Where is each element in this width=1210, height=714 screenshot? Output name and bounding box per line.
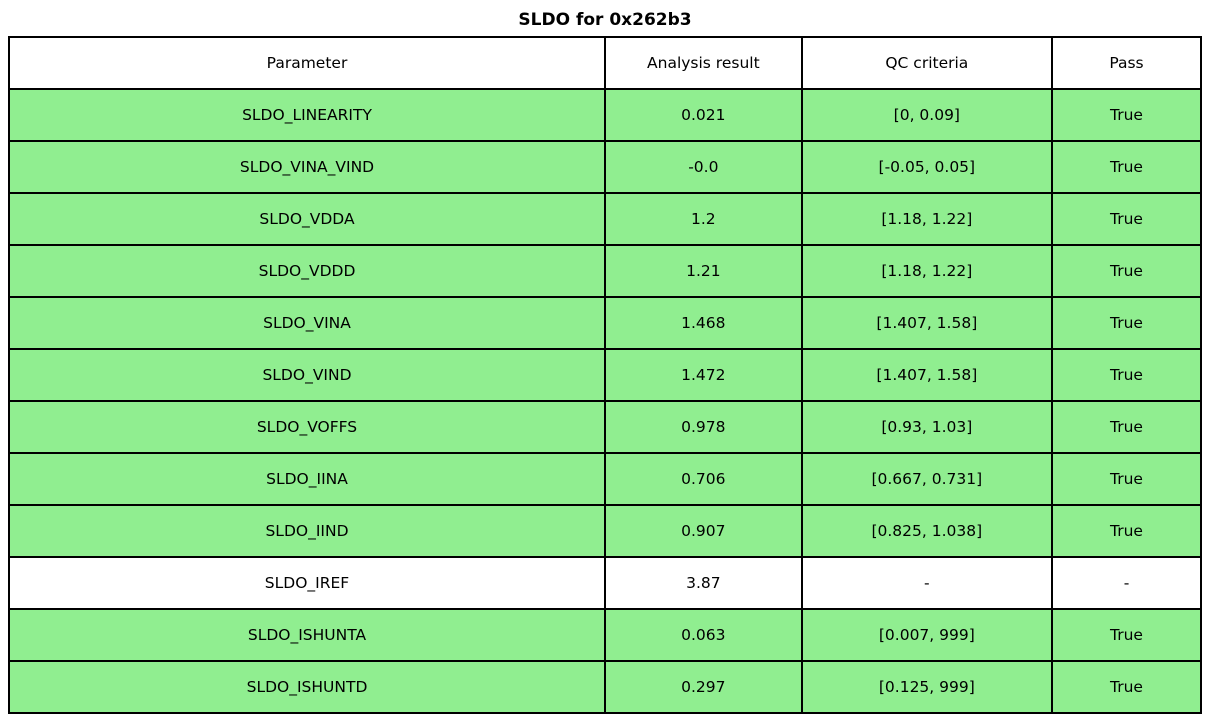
parameter-cell: SLDO_VINA_VIND <box>8 140 606 194</box>
header-row: Parameter Analysis result QC criteria Pa… <box>8 36 1203 90</box>
table-row: SLDO_IINA 0.706 [0.667, 0.731] True <box>8 452 1203 506</box>
table-row: SLDO_VOFFS 0.978 [0.93, 1.03] True <box>8 400 1203 454</box>
result-cell: 1.468 <box>604 296 803 350</box>
pass-cell: True <box>1050 244 1203 298</box>
parameter-cell: SLDO_ISHUNTA <box>8 608 606 662</box>
criteria-cell: [0.667, 0.731] <box>800 452 1053 506</box>
parameter-cell: SLDO_ISHUNTD <box>8 660 606 714</box>
table-row: SLDO_IREF 3.87- - <box>8 556 1203 610</box>
pass-cell: True <box>1050 192 1203 246</box>
pass-cell: True <box>1050 296 1203 350</box>
table-row: SLDO_ISHUNTA 0.063 [0.007, 999] True <box>8 608 1203 662</box>
table-row: SLDO_VIND 1.472 [1.407, 1.58] True <box>8 348 1203 402</box>
result-cell: 1.21 <box>604 244 803 298</box>
result-cell: 0.706 <box>604 452 803 506</box>
result-cell: 1.472 <box>604 348 803 402</box>
parameter-cell: SLDO_VOFFS <box>8 400 606 454</box>
parameter-cell: SLDO_LINEARITY <box>8 88 606 142</box>
criteria-cell: [0.825, 1.038] <box>800 504 1053 558</box>
figure-title: SLDO for 0x262b3 <box>518 10 692 30</box>
parameter-cell: SLDO_IIND <box>8 504 606 558</box>
criteria-cell: [0.007, 999] <box>800 608 1053 662</box>
result-cell: 0.907 <box>604 504 803 558</box>
result-cell: 0.978 <box>604 400 803 454</box>
table-row: SLDO_VINA 1.468 [1.407, 1.58] True <box>8 296 1203 350</box>
pass-cell: True <box>1050 140 1203 194</box>
table-body: SLDO_LINEARITY 0.021 [0, 0.09] True SLDO_VIN… <box>8 88 1203 714</box>
pass-cell: True <box>1050 88 1203 142</box>
criteria-cell: - <box>800 556 1053 610</box>
pass-cell: True <box>1050 660 1203 714</box>
pass-cell: True <box>1050 608 1203 662</box>
col-header-parameter: Parameter <box>8 36 606 90</box>
parameter-cell: SLDO_VDDA <box>8 192 606 246</box>
criteria-cell: [0.93, 1.03] <box>800 400 1053 454</box>
criteria-cell: [0, 0.09] <box>800 88 1053 142</box>
pass-cell: True <box>1050 452 1203 506</box>
parameter-cell: SLDO_VIND <box>8 348 606 402</box>
table-row: SLDO_VDDA 1.2 [1.18, 1.22] True <box>8 192 1203 246</box>
table-row: SLDO_ISHUNTD 0.297 [0.125, 999] True <box>8 660 1203 714</box>
result-cell: 0.297 <box>604 660 803 714</box>
pass-cell: True <box>1050 348 1203 402</box>
pass-cell: True <box>1050 504 1203 558</box>
qc-results-table: Parameter Analysis result QC criteria Pa… <box>8 36 1203 714</box>
parameter-cell: SLDO_VDDD <box>8 244 606 298</box>
pass-cell: True <box>1050 400 1203 454</box>
col-header-analysis-result: Analysis result <box>604 36 803 90</box>
criteria-cell: [-0.05, 0.05] <box>800 140 1053 194</box>
pass-cell: - <box>1050 556 1203 610</box>
criteria-cell: [1.18, 1.22] <box>800 192 1053 246</box>
col-header-qc-criteria: QC criteria <box>800 36 1053 90</box>
parameter-cell: SLDO_IREF <box>8 556 606 610</box>
parameter-cell: SLDO_VINA <box>8 296 606 350</box>
col-header-pass: Pass <box>1050 36 1203 90</box>
criteria-cell: [0.125, 999] <box>800 660 1053 714</box>
table-row: SLDO_VDDD 1.21 [1.18, 1.22] True <box>8 244 1203 298</box>
criteria-cell: [1.18, 1.22] <box>800 244 1053 298</box>
result-cell: 0.063 <box>604 608 803 662</box>
parameter-cell: SLDO_IINA <box>8 452 606 506</box>
result-cell: -0.0 <box>604 140 803 194</box>
table-row: SLDO_LINEARITY 0.021 [0, 0.09] True <box>8 88 1203 142</box>
result-cell: 1.2 <box>604 192 803 246</box>
criteria-cell: [1.407, 1.58] <box>800 348 1053 402</box>
criteria-cell: [1.407, 1.58] <box>800 296 1053 350</box>
table-row: SLDO_IIND 0.907 [0.825, 1.038] True <box>8 504 1203 558</box>
result-cell: 3.87 <box>604 556 803 610</box>
result-cell: 0.021 <box>604 88 803 142</box>
table-row: SLDO_VINA_VIND -0.0 [-0.05, 0.05] True <box>8 140 1203 194</box>
